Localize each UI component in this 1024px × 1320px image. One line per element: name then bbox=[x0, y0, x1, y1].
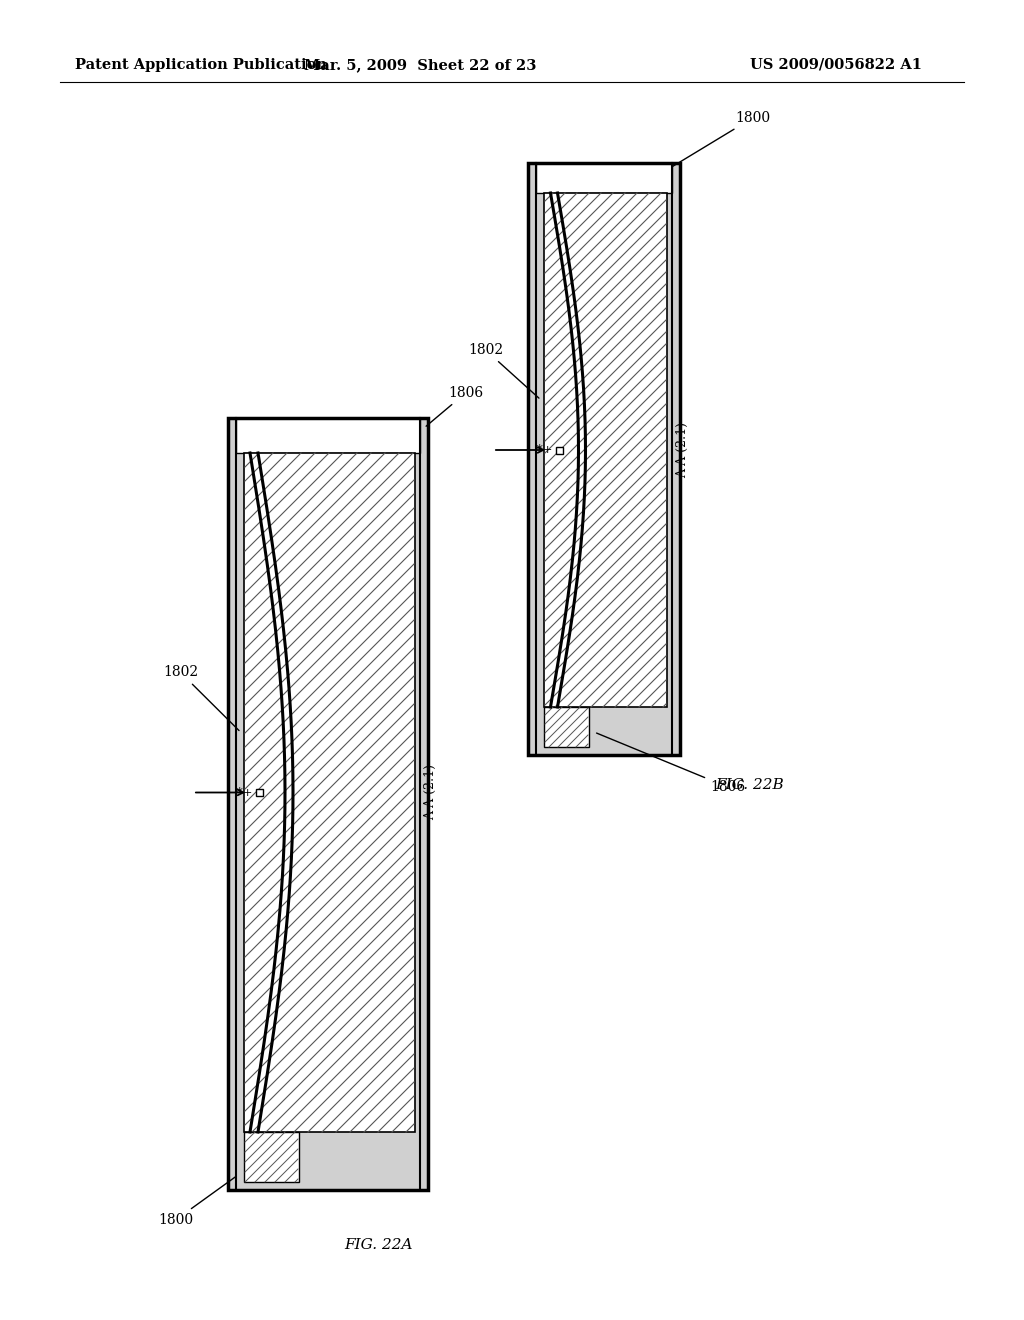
Text: US 2009/0056822 A1: US 2009/0056822 A1 bbox=[750, 58, 922, 73]
Text: 1800: 1800 bbox=[158, 1176, 236, 1228]
Text: 1800: 1800 bbox=[673, 111, 770, 166]
Text: 1802: 1802 bbox=[163, 665, 239, 730]
Text: 1806: 1806 bbox=[597, 733, 745, 795]
Bar bbox=[528, 162, 680, 755]
Text: +: + bbox=[243, 788, 252, 797]
Bar bbox=[256, 789, 263, 796]
Bar bbox=[544, 708, 589, 747]
Bar bbox=[536, 162, 672, 193]
Bar bbox=[556, 446, 563, 454]
Text: A-A (2:1): A-A (2:1) bbox=[677, 422, 689, 478]
Bar bbox=[244, 453, 415, 1133]
Text: FIG. 22B: FIG. 22B bbox=[716, 777, 784, 792]
Text: +: + bbox=[543, 445, 552, 455]
Text: 1802: 1802 bbox=[468, 343, 539, 399]
Text: *: * bbox=[536, 444, 543, 457]
Text: FIG. 22A: FIG. 22A bbox=[344, 1238, 413, 1251]
Bar bbox=[544, 193, 667, 708]
Bar bbox=[528, 162, 680, 755]
Text: Patent Application Publication: Patent Application Publication bbox=[75, 58, 327, 73]
Text: A-A (2:1): A-A (2:1) bbox=[425, 764, 437, 821]
Bar bbox=[236, 418, 420, 453]
Bar bbox=[228, 418, 428, 1191]
Text: Mar. 5, 2009  Sheet 22 of 23: Mar. 5, 2009 Sheet 22 of 23 bbox=[304, 58, 537, 73]
Text: 1806: 1806 bbox=[426, 385, 483, 426]
Bar bbox=[228, 418, 428, 1191]
Bar bbox=[244, 1133, 299, 1181]
Text: *: * bbox=[236, 785, 243, 799]
